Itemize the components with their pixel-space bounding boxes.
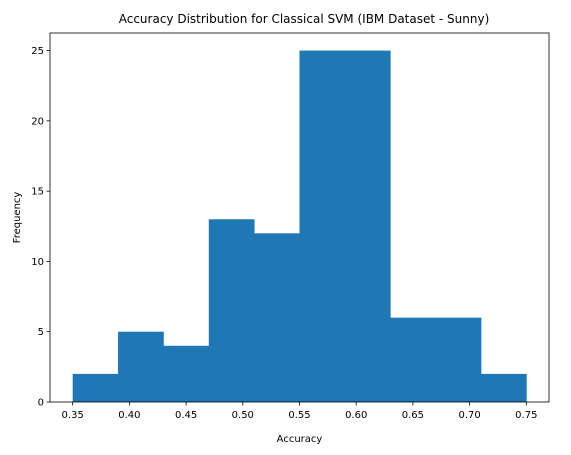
x-tick-label-6: 0.65: [402, 410, 424, 421]
x-tick-label-2: 0.45: [175, 410, 197, 421]
y-tick-label-4: 20: [31, 116, 44, 127]
y-tick-label-1: 5: [38, 327, 44, 338]
histogram-bars: [72, 50, 527, 402]
histogram-bar-7: [390, 317, 436, 402]
y-tick-label-0: 0: [38, 398, 44, 409]
x-axis-label: Accuracy: [277, 434, 323, 445]
histogram-bar-3: [208, 219, 255, 402]
histogram-bar-8: [435, 317, 482, 402]
x-tick-label-5: 0.60: [345, 410, 367, 421]
y-tick-label-2: 10: [31, 257, 44, 268]
x-axis-ticks: 0.35 0.40 0.45 0.50 0.55 0.60 0.65 0.70 0.75: [62, 402, 537, 421]
x-tick-label-4: 0.55: [288, 410, 310, 421]
x-tick-label-7: 0.70: [458, 410, 480, 421]
x-tick-label-0: 0.35: [62, 410, 84, 421]
histogram-bar-4: [254, 233, 300, 402]
y-axis-ticks: 0 5 10 15 20 25: [31, 46, 50, 409]
x-tick-label-3: 0.50: [232, 410, 254, 421]
histogram-bar-2: [163, 345, 210, 402]
histogram-bar-5: [299, 50, 346, 402]
x-tick-label-8: 0.75: [515, 410, 537, 421]
y-tick-label-5: 25: [31, 46, 44, 57]
chart-title: Accuracy Distribution for Classical SVM …: [119, 12, 490, 26]
histogram-bar-0: [72, 373, 119, 402]
histogram-bar-1: [118, 331, 164, 402]
x-tick-label-1: 0.40: [118, 410, 140, 421]
plot-area-frame: [49, 32, 550, 403]
histogram-bar-6: [344, 50, 391, 402]
histogram-bar-9: [480, 373, 527, 402]
y-tick-label-3: 15: [31, 187, 44, 198]
y-axis-label: Frequency: [12, 192, 23, 244]
